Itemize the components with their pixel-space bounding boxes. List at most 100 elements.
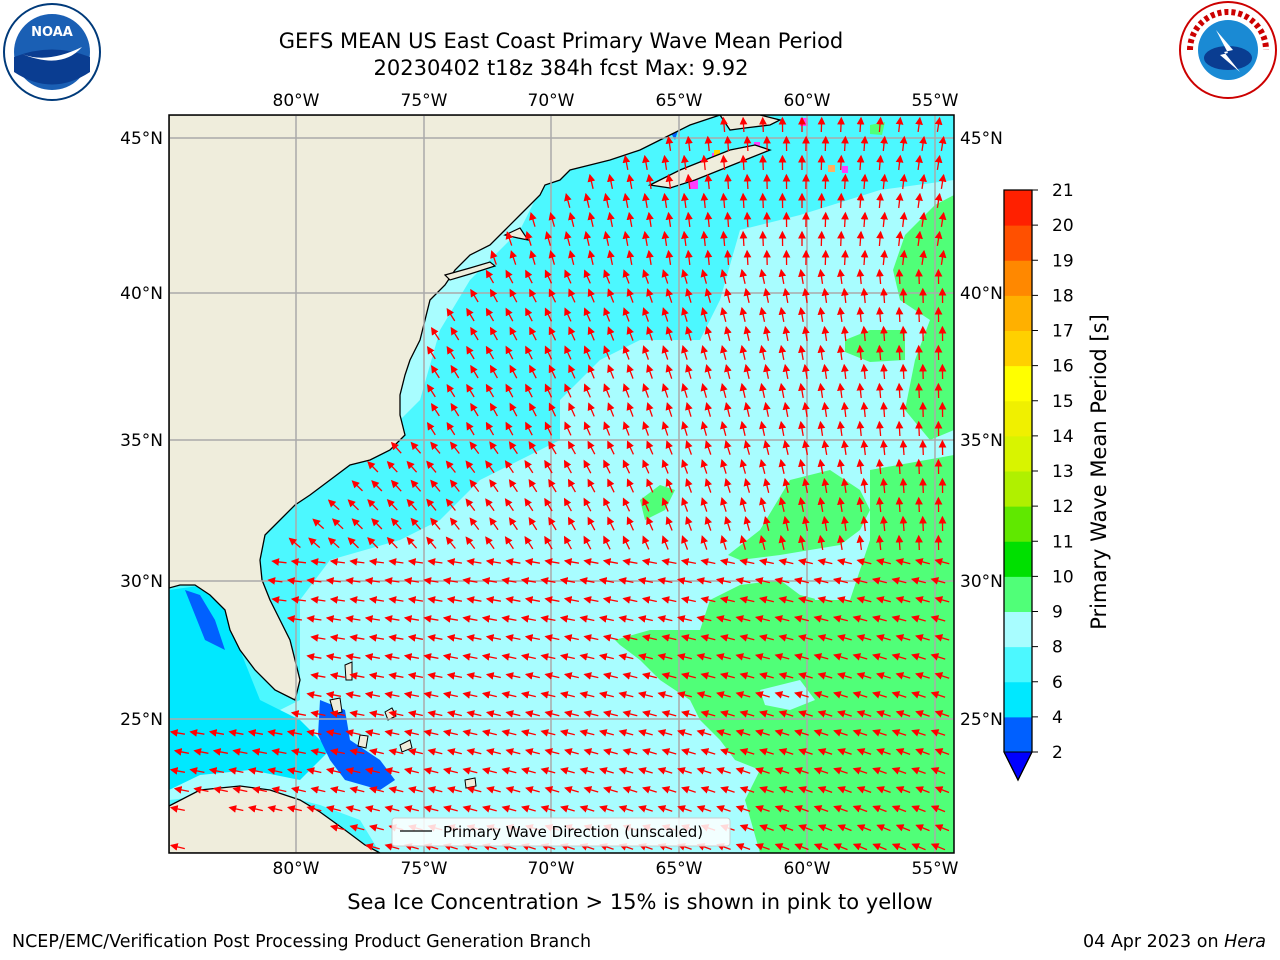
wave-arrow — [607, 288, 615, 303]
wave-arrow — [739, 497, 748, 512]
wave-arrow — [837, 786, 852, 794]
wave-arrow — [938, 249, 947, 266]
wave-arrow — [841, 363, 849, 379]
wave-arrow — [371, 480, 383, 492]
wave-arrow — [442, 653, 459, 661]
wave-arrow — [778, 344, 787, 361]
wave-arrow — [579, 577, 595, 585]
wave-arrow — [739, 154, 748, 171]
wave-arrow — [525, 421, 533, 436]
wave-arrow — [622, 459, 631, 474]
wave-arrow — [446, 558, 463, 566]
wave-arrow — [524, 498, 534, 512]
wave-arrow — [568, 402, 576, 417]
wave-arrow — [327, 537, 340, 549]
wave-arrow — [685, 478, 693, 493]
wave-arrow — [930, 615, 946, 623]
wave-arrow — [880, 135, 888, 152]
wave-arrow — [817, 382, 826, 398]
wave-arrow — [856, 748, 872, 756]
wave-arrow — [407, 786, 423, 794]
wave-arrow — [724, 173, 732, 190]
wave-arrow — [735, 767, 751, 775]
wave-arrow — [626, 402, 634, 417]
wave-arrow — [677, 767, 692, 775]
wave-arrow — [860, 363, 869, 380]
wave-arrow — [895, 786, 911, 794]
wave-arrow — [860, 515, 869, 532]
wave-arrow — [661, 269, 670, 284]
wave-arrow — [271, 596, 287, 604]
wave-arrow — [622, 307, 630, 322]
wave-arrow — [915, 230, 923, 246]
wave-arrow — [306, 653, 322, 661]
colorbar-segment — [1004, 541, 1032, 577]
wave-arrow — [915, 710, 930, 718]
wave-arrow — [290, 558, 307, 566]
wave-arrow — [544, 710, 560, 718]
wave-arrow — [930, 577, 946, 585]
wave-arrow — [368, 824, 384, 832]
wave-arrow — [228, 805, 244, 813]
wave-arrow — [813, 577, 829, 585]
wave-arrow — [489, 441, 499, 455]
wave-arrow — [310, 748, 326, 756]
wave-arrow — [755, 767, 770, 775]
wave-arrow — [462, 729, 478, 737]
wave-arrow — [505, 748, 521, 756]
wave-arrow — [430, 365, 440, 379]
wave-arrow — [548, 212, 557, 227]
wave-arrow — [759, 382, 767, 398]
wave-arrow — [759, 154, 767, 171]
wave-arrow — [876, 306, 884, 323]
wave-arrow — [919, 439, 927, 456]
colorbar-segment — [1004, 365, 1032, 402]
wave-arrow — [544, 307, 553, 322]
wave-arrow — [329, 748, 345, 756]
wave-arrow — [169, 805, 185, 813]
wave-arrow — [267, 729, 283, 737]
wave-arrow — [891, 691, 907, 699]
wave-arrow — [778, 382, 787, 399]
wave-arrow — [720, 154, 728, 171]
wave-arrow — [548, 326, 557, 341]
wave-arrow — [446, 345, 456, 360]
wave-arrow — [919, 135, 927, 151]
wave-arrow — [880, 439, 888, 456]
wave-arrow — [548, 440, 557, 455]
wave-arrow — [899, 401, 908, 418]
wave-arrow — [915, 786, 930, 794]
wave-arrow — [462, 577, 478, 585]
wave-arrow — [938, 211, 947, 228]
wave-arrow — [798, 344, 806, 361]
wave-arrow — [657, 805, 673, 813]
wave-arrow — [310, 672, 326, 680]
wave-arrow — [895, 306, 904, 323]
wave-arrow — [642, 786, 657, 794]
wave-arrow — [930, 805, 946, 813]
wave-arrow — [681, 535, 689, 550]
wave-arrow — [833, 691, 848, 699]
wave-arrow — [603, 230, 611, 246]
wave-arrow — [720, 420, 728, 436]
wave-arrow — [661, 672, 677, 680]
wave-arrow — [622, 634, 638, 642]
wave-arrow — [466, 748, 482, 756]
wave-arrow — [685, 440, 693, 455]
wave-arrow — [603, 497, 611, 512]
wave-arrow — [529, 402, 537, 417]
wave-arrow — [735, 805, 751, 813]
wave-arrow — [524, 460, 534, 474]
wave-arrow — [618, 577, 634, 585]
wave-arrow — [719, 634, 735, 642]
wave-arrow — [680, 672, 696, 680]
wave-arrow — [720, 116, 728, 133]
wave-arrow — [212, 748, 229, 756]
wave-arrow — [860, 477, 869, 494]
wave-arrow — [446, 710, 462, 718]
wave-arrow — [677, 805, 692, 813]
wave-arrow — [700, 558, 716, 566]
wave-arrow — [681, 269, 689, 284]
wave-arrow — [817, 824, 833, 832]
wave-arrow — [407, 710, 423, 718]
